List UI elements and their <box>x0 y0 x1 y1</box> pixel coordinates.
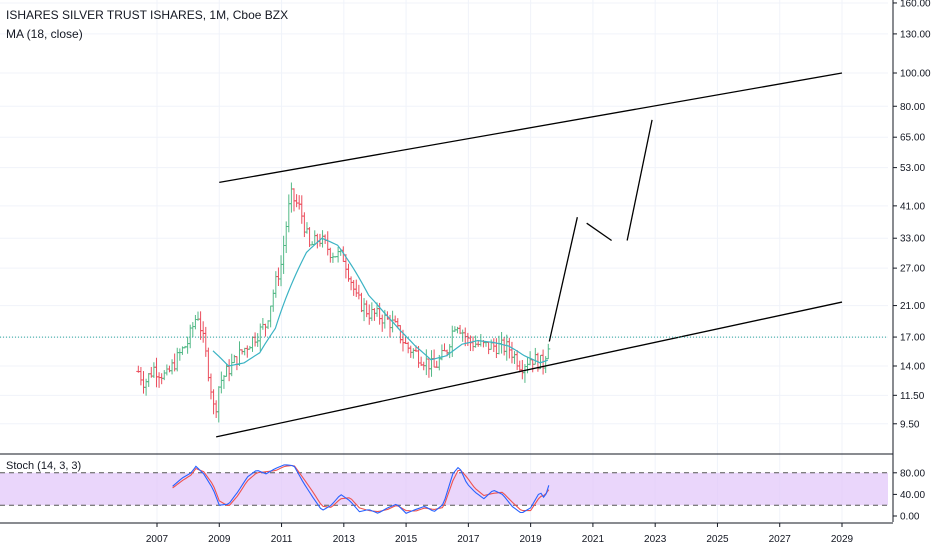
price-axis-label: 33.00 <box>900 234 925 245</box>
price-axis-label: 17.00 <box>900 333 925 344</box>
time-axis-label: 2025 <box>706 534 729 545</box>
stoch-axis-label: 40.00 <box>900 490 925 501</box>
trendline-projection-leg-2[interactable] <box>586 222 612 242</box>
time-axis-label: 2009 <box>208 534 231 545</box>
price-axis-label: 130.00 <box>900 29 931 40</box>
stoch-axis-label: 80.00 <box>900 468 925 479</box>
stoch-label: Stoch (14, 3, 3) <box>6 460 82 472</box>
price-axis-label: 160.00 <box>900 0 931 9</box>
price-pane <box>0 72 888 438</box>
price-axis-label: 21.00 <box>900 301 925 312</box>
time-axis-label: 2017 <box>457 534 480 545</box>
price-axis-label: 14.00 <box>900 362 925 373</box>
time-axis-label: 2011 <box>271 534 293 545</box>
price-axis-label: 27.00 <box>900 264 925 275</box>
trendline-projection-leg-1[interactable] <box>548 217 578 342</box>
price-axis-label: 80.00 <box>900 102 925 113</box>
stoch-k-line <box>172 464 550 514</box>
stoch-band <box>0 472 888 506</box>
chart-title: ISHARES SILVER TRUST ISHARES, 1M, Cboe B… <box>6 8 289 22</box>
indicator-label: MA (18, close) <box>6 27 83 41</box>
trendline-upper-channel[interactable] <box>219 72 843 184</box>
time-axis-label: 2019 <box>520 534 543 545</box>
price-axis-label: 100.00 <box>900 69 931 80</box>
time-axis-label: 2015 <box>395 534 418 545</box>
grid-layer <box>0 0 888 522</box>
time-axis-label: 2023 <box>644 534 667 545</box>
time-axis-label: 2007 <box>146 534 169 545</box>
time-axis-label: 2027 <box>769 534 792 545</box>
trendline-lower-channel[interactable] <box>216 301 843 438</box>
stoch-d-line <box>172 464 550 513</box>
stoch-pane <box>0 453 893 514</box>
stoch-axis-label: 0.00 <box>900 512 920 523</box>
price-axis-label: 65.00 <box>900 133 925 144</box>
price-axis-label: 41.00 <box>900 201 925 212</box>
time-axis-label: 2029 <box>831 534 854 545</box>
price-axis-label: 9.50 <box>900 419 920 430</box>
ma-line <box>212 237 548 367</box>
time-axis-label: 2013 <box>333 534 356 545</box>
time-axis-label: 2021 <box>582 534 605 545</box>
price-axis-label: 53.00 <box>900 163 925 174</box>
trendline-projection-leg-3[interactable] <box>626 119 653 241</box>
price-axis-label: 11.50 <box>900 391 925 402</box>
